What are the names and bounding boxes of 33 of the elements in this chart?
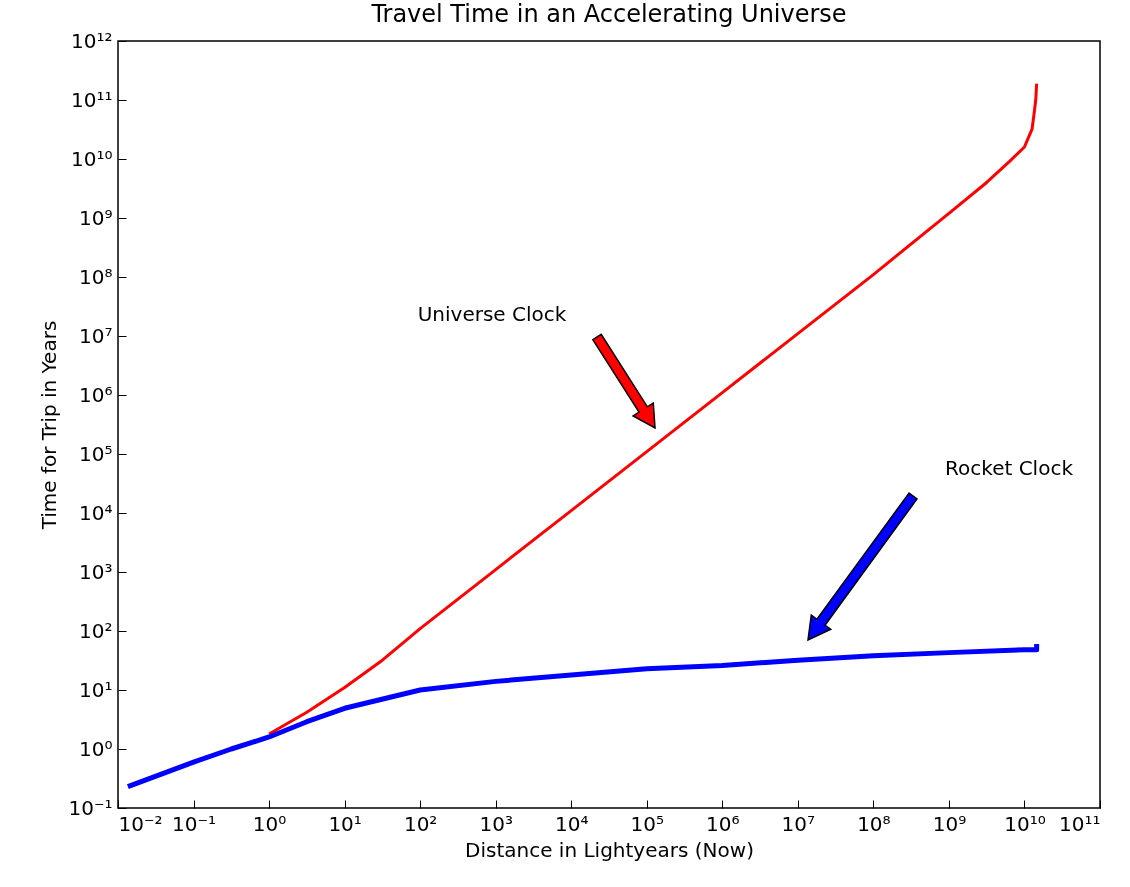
y-tick-label: 10¹ bbox=[79, 677, 113, 702]
y-tick-label: 10¹⁰ bbox=[71, 146, 113, 171]
x-tick-label: 10³ bbox=[479, 811, 513, 836]
x-axis-title: Distance in Lightyears (Now) bbox=[465, 837, 754, 862]
x-tick-label: 10² bbox=[403, 811, 438, 836]
annotation: Rocket Clock bbox=[945, 456, 1074, 480]
x-tick-label: 10¹ bbox=[328, 811, 362, 836]
x-tick-label: 10⁶ bbox=[706, 811, 740, 836]
y-tick-label: 10³ bbox=[79, 559, 113, 584]
y-tick-label: 10⁶ bbox=[79, 382, 113, 407]
y-tick-label: 10⁴ bbox=[79, 500, 113, 525]
y-axis-title: Time for Trip in Years bbox=[37, 320, 62, 531]
x-tick-label: 10⁻² bbox=[118, 811, 163, 836]
y-tick-label: 10⁰ bbox=[79, 736, 113, 761]
x-tick-label: 10⁻¹ bbox=[172, 811, 217, 836]
x-tick-label: 10⁵ bbox=[630, 811, 664, 836]
y-tick-label: 10⁻¹ bbox=[68, 795, 113, 820]
x-tick-label: 10⁹ bbox=[932, 811, 967, 836]
y-tick-label: 10⁸ bbox=[79, 264, 113, 289]
y-tick-label: 10¹² bbox=[71, 28, 113, 53]
x-tick-label: 10¹⁰ bbox=[1004, 811, 1046, 836]
annotation: Universe Clock bbox=[417, 302, 567, 326]
x-tick-label: 10⁷ bbox=[781, 811, 816, 836]
x-tick-label: 10⁸ bbox=[857, 811, 891, 836]
x-tick-label: 10¹¹ bbox=[1059, 811, 1101, 836]
y-tick-label: 10⁵ bbox=[79, 441, 113, 466]
y-tick-label: 10¹¹ bbox=[71, 87, 113, 112]
y-tick-label: 10⁷ bbox=[79, 323, 113, 348]
x-tick-label: 10⁴ bbox=[555, 811, 589, 836]
chart-title: Travel Time in an Accelerating Universe bbox=[370, 0, 847, 28]
y-tick-label: 10⁹ bbox=[79, 205, 113, 230]
y-tick-label: 10² bbox=[79, 618, 113, 643]
x-tick-label: 10⁰ bbox=[252, 811, 287, 836]
